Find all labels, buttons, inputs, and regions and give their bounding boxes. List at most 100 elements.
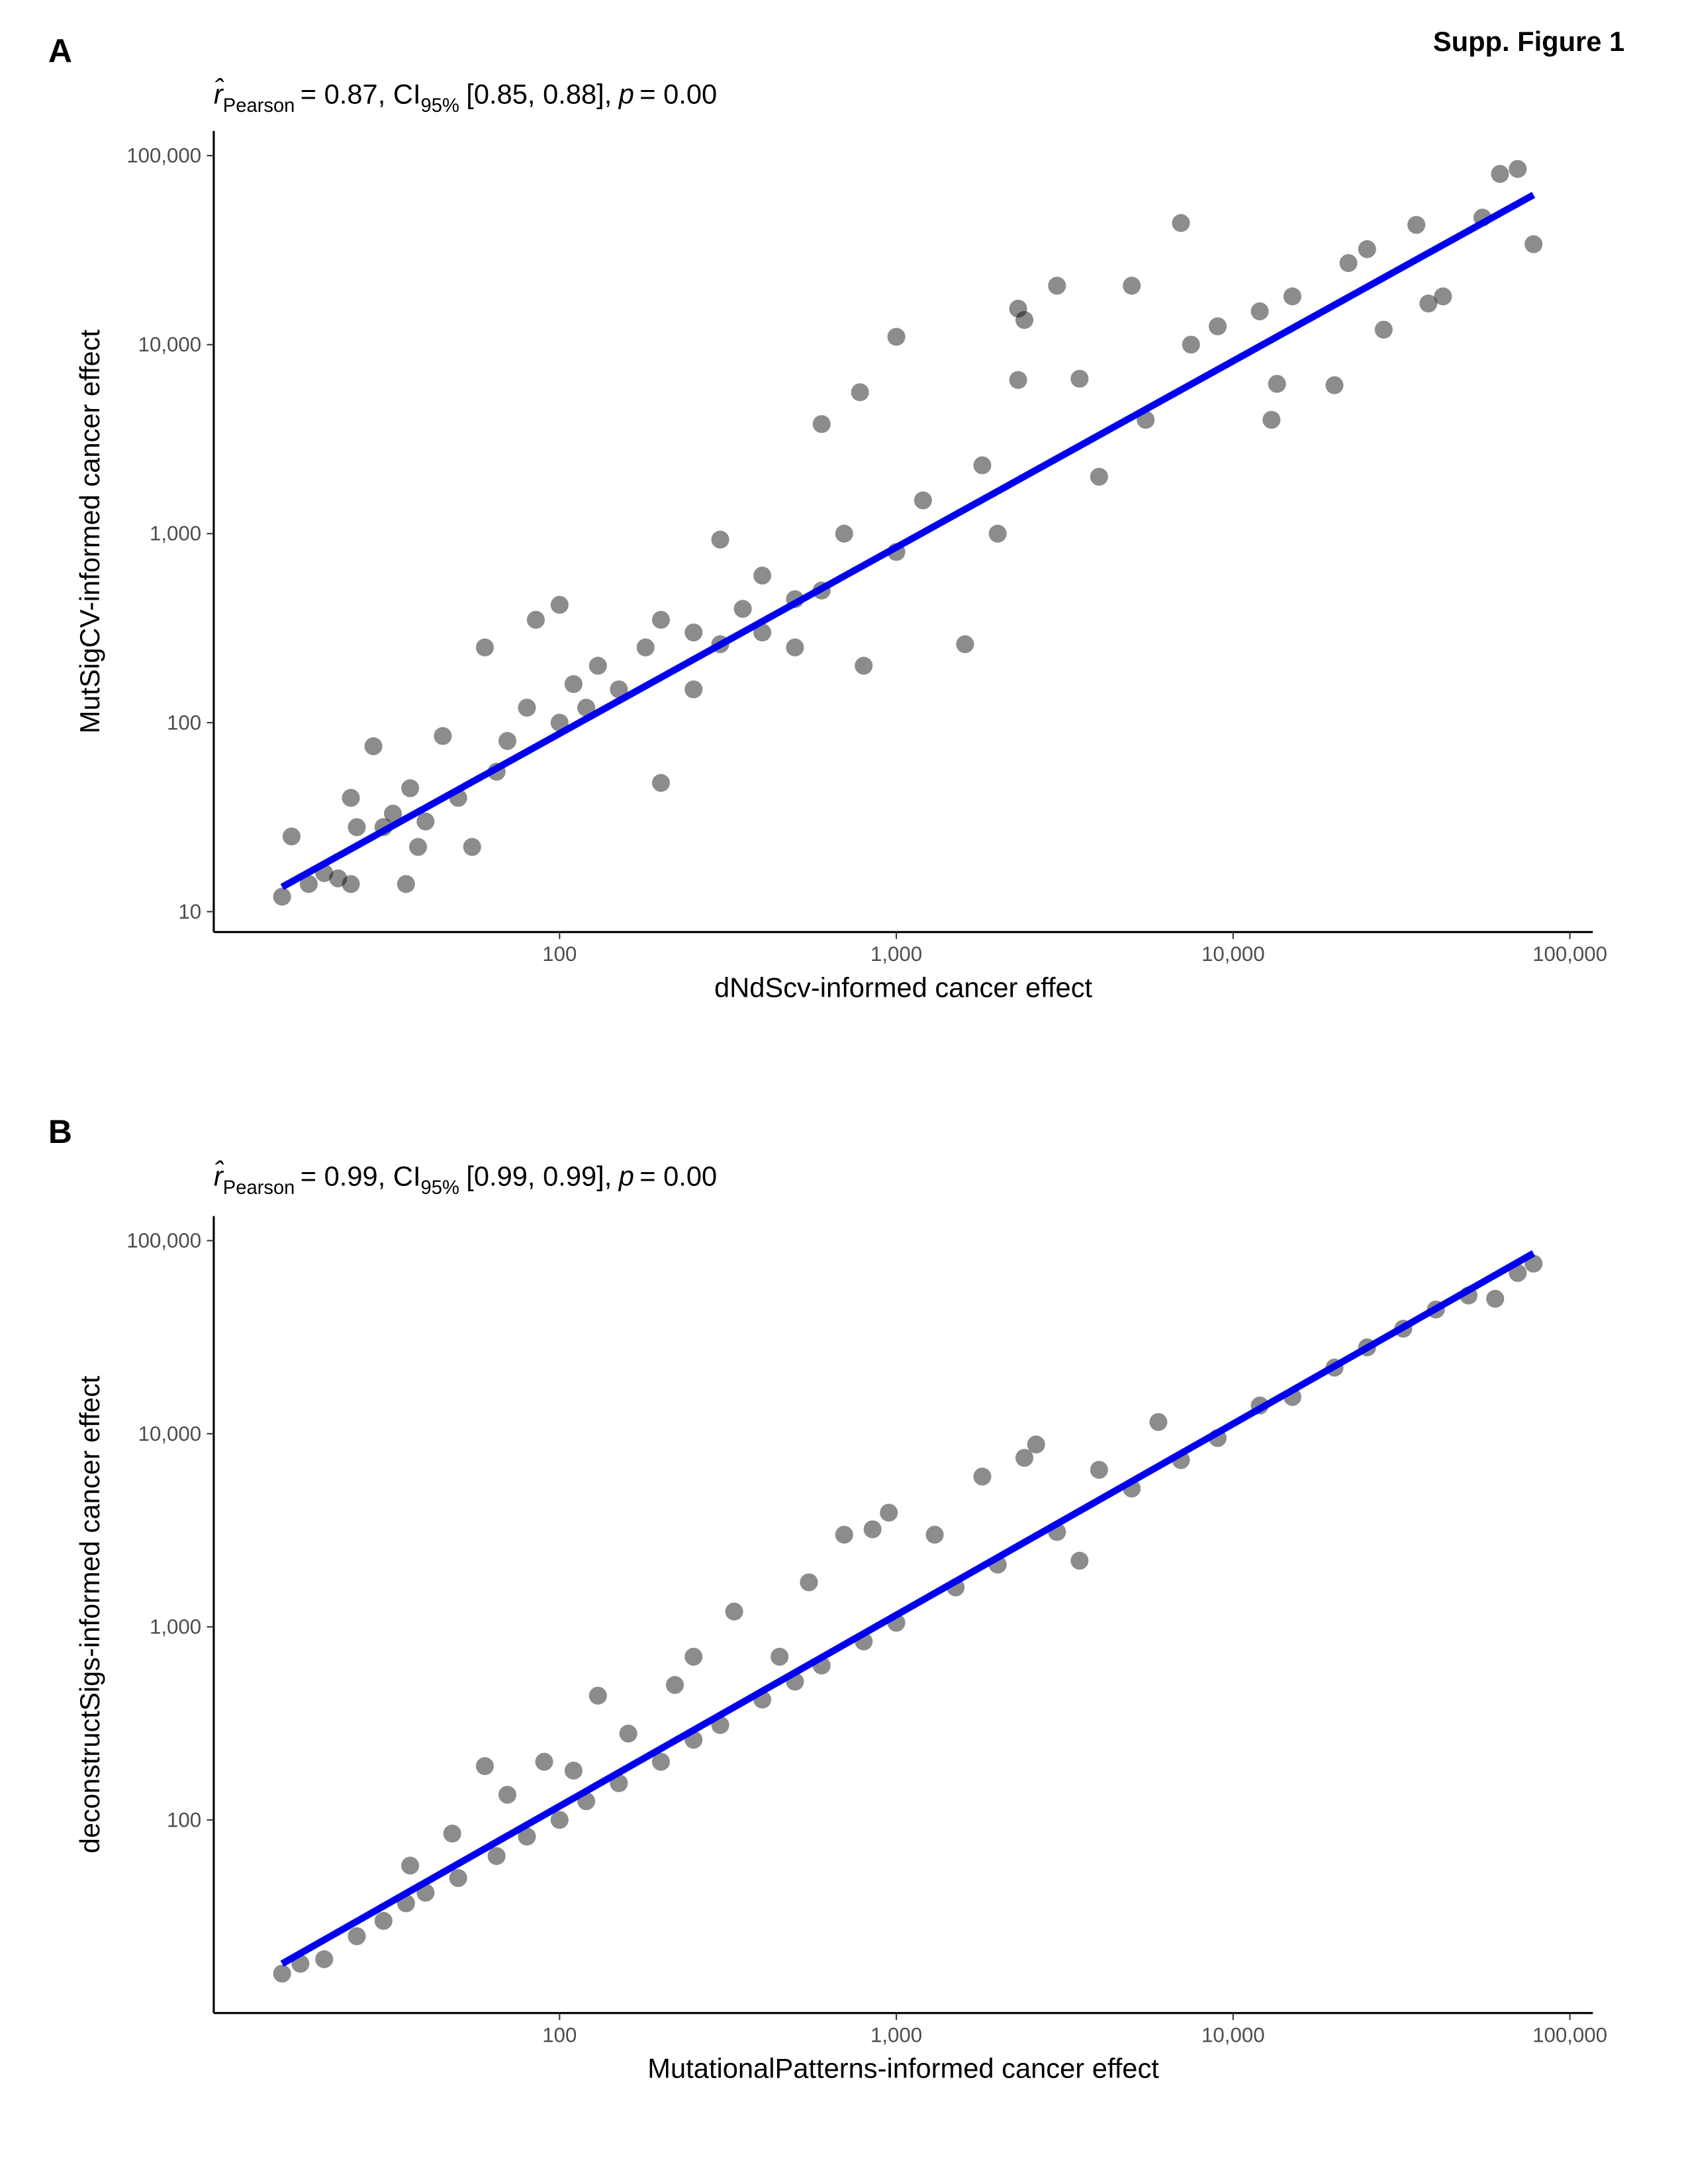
point — [1250, 302, 1269, 320]
point — [342, 875, 360, 893]
point — [1283, 287, 1301, 306]
point — [409, 838, 428, 856]
point — [684, 1647, 703, 1666]
point — [786, 638, 804, 657]
point — [401, 1856, 420, 1875]
point — [753, 567, 772, 585]
point — [1015, 310, 1034, 330]
point — [299, 875, 318, 893]
point — [610, 680, 628, 699]
subtitle-part: = 0.00 — [639, 1161, 717, 1192]
y-tick-label: 100 — [167, 1808, 201, 1831]
point — [1070, 1551, 1089, 1570]
point — [463, 838, 481, 856]
y-tick-label: 10 — [178, 900, 201, 923]
point — [1262, 410, 1281, 429]
subtitle-part: r̂ — [214, 78, 224, 110]
point — [1009, 299, 1027, 318]
point — [855, 657, 873, 675]
point — [1434, 287, 1452, 306]
subtitle-part: = 0.87, CI — [301, 78, 421, 109]
point — [475, 638, 494, 657]
point — [851, 383, 869, 402]
point — [564, 675, 583, 694]
point — [771, 1647, 789, 1666]
point — [498, 732, 517, 751]
point — [550, 1811, 569, 1829]
subtitle-part: = 0.99, CI — [301, 1161, 421, 1192]
x-tick-label: 1,000 — [870, 942, 922, 966]
point — [665, 1676, 684, 1694]
point — [273, 1964, 291, 1983]
point — [753, 623, 772, 642]
point — [550, 596, 569, 614]
point — [535, 1752, 553, 1771]
point — [812, 415, 831, 433]
fit-line — [280, 1250, 1536, 1967]
x-tick-label: 100 — [542, 942, 577, 966]
subtitle-part: [0.85, 0.88], — [466, 78, 612, 109]
point — [397, 875, 415, 893]
point — [1015, 1449, 1034, 1467]
subtitle-part: p — [618, 78, 634, 109]
point — [1374, 320, 1393, 339]
x-axis-label: dNdScv-informed cancer effect — [714, 972, 1093, 1003]
point — [1339, 253, 1358, 273]
point — [619, 1724, 637, 1743]
point — [887, 328, 906, 346]
y-tick-label: 10,000 — [138, 1422, 202, 1445]
point — [1149, 1413, 1168, 1432]
subtitle-part: r̂ — [214, 1160, 224, 1192]
point — [498, 1786, 517, 1804]
subtitle-part: Pearson — [223, 1177, 295, 1199]
point — [1509, 159, 1527, 178]
y-tick-label: 1,000 — [150, 1615, 201, 1639]
x-tick-label: 10,000 — [1201, 942, 1265, 966]
point — [1419, 295, 1438, 313]
point — [725, 1602, 743, 1621]
x-tick-label: 100,000 — [1532, 942, 1607, 966]
point — [651, 1752, 671, 1771]
y-tick-label: 100,000 — [126, 1229, 201, 1252]
point — [988, 524, 1007, 543]
point — [1268, 375, 1286, 393]
point — [384, 804, 402, 823]
y-axis-label: deconstructSigs-informed cancer effect — [74, 1375, 105, 1853]
subtitle: r̂Pearson = 0.99, CI95% [0.99, 0.99], p = 0.… — [214, 1160, 717, 1199]
point — [364, 737, 383, 756]
point — [577, 698, 596, 717]
x-tick-label: 1,000 — [870, 2023, 922, 2046]
point — [282, 827, 301, 846]
point — [1172, 214, 1190, 232]
x-tick-label: 100,000 — [1532, 2023, 1607, 2046]
point — [1208, 317, 1227, 336]
point — [487, 1846, 506, 1866]
panel-label: B — [48, 1113, 72, 1150]
point — [1048, 277, 1066, 295]
x-tick-label: 100 — [542, 2023, 577, 2046]
point — [348, 818, 366, 837]
point — [636, 638, 655, 657]
point — [1407, 216, 1426, 234]
point — [1090, 1461, 1108, 1479]
point — [835, 524, 853, 543]
point — [733, 600, 752, 618]
fit-line — [280, 191, 1536, 890]
point — [973, 456, 992, 475]
point — [1090, 467, 1108, 486]
point — [1358, 240, 1376, 259]
point — [651, 774, 671, 792]
point — [1325, 376, 1344, 394]
point — [449, 1869, 467, 1888]
point — [1491, 165, 1509, 183]
subtitle-part: [0.99, 0.99], — [466, 1161, 612, 1192]
point — [475, 1757, 494, 1776]
point — [1070, 369, 1089, 388]
y-tick-label: 100 — [167, 711, 201, 734]
point — [880, 1504, 898, 1522]
point — [684, 623, 703, 642]
point — [273, 887, 291, 906]
point — [800, 1573, 818, 1592]
